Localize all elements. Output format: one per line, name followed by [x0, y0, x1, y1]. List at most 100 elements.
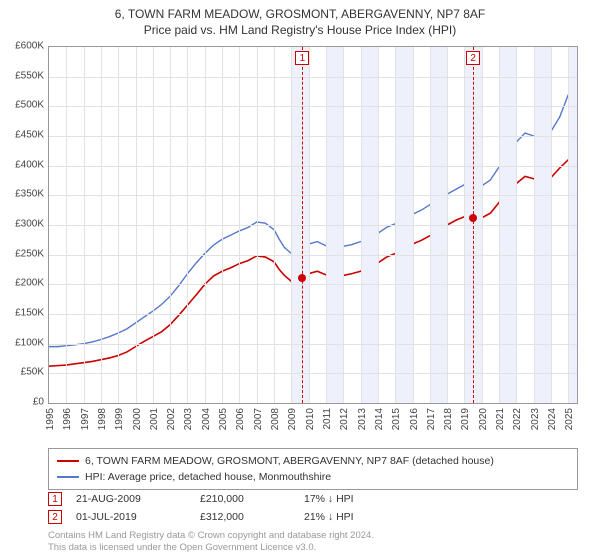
transaction-price: £312,000 [200, 511, 290, 523]
x-tick-label: 1999 [114, 408, 125, 430]
chart-container: 6, TOWN FARM MEADOW, GROSMONT, ABERGAVEN… [0, 0, 600, 560]
gridline-vertical [482, 47, 483, 403]
x-tick-label: 2018 [443, 408, 454, 430]
transaction-date: 21-AUG-2009 [76, 493, 186, 505]
x-tick-label: 2024 [547, 408, 558, 430]
gridline-vertical [430, 47, 431, 403]
license-line2: This data is licensed under the Open Gov… [48, 542, 316, 553]
gridline-horizontal [49, 255, 577, 256]
gridline-vertical [568, 47, 569, 403]
x-tick-label: 2017 [426, 408, 437, 430]
gridline-vertical [118, 47, 119, 403]
x-tick-label: 1995 [45, 408, 56, 430]
x-tick-label: 1996 [62, 408, 73, 430]
x-tick-label: 2009 [287, 408, 298, 430]
marker-badge-2: 2 [466, 51, 480, 65]
x-tick-label: 2000 [132, 408, 143, 430]
gridline-vertical [309, 47, 310, 403]
gridline-vertical [187, 47, 188, 403]
gridline-horizontal [49, 314, 577, 315]
x-tick-label: 2021 [495, 408, 506, 430]
x-tick-label: 2013 [357, 408, 368, 430]
gridline-horizontal [49, 225, 577, 226]
y-tick-label: £50K [0, 367, 44, 378]
legend: 6, TOWN FARM MEADOW, GROSMONT, ABERGAVEN… [48, 448, 578, 490]
gridline-vertical [534, 47, 535, 403]
legend-row: HPI: Average price, detached house, Monm… [57, 469, 569, 485]
license-text: Contains HM Land Registry data © Crown c… [48, 530, 578, 554]
y-tick-label: £350K [0, 189, 44, 200]
y-tick-label: £550K [0, 70, 44, 81]
gridline-vertical [222, 47, 223, 403]
gridline-vertical [274, 47, 275, 403]
gridline-horizontal [49, 106, 577, 107]
x-tick-label: 2007 [253, 408, 264, 430]
marker-line-1 [302, 47, 303, 403]
gridline-horizontal [49, 77, 577, 78]
x-tick-label: 2022 [512, 408, 523, 430]
plot-area: 12 [48, 46, 578, 404]
title-block: 6, TOWN FARM MEADOW, GROSMONT, ABERGAVEN… [0, 0, 600, 38]
x-tick-label: 2015 [391, 408, 402, 430]
x-tick-label: 2019 [460, 408, 471, 430]
y-tick-label: £450K [0, 130, 44, 141]
gridline-vertical [378, 47, 379, 403]
y-tick-label: £600K [0, 41, 44, 52]
legend-swatch [57, 460, 79, 462]
gridline-vertical [153, 47, 154, 403]
gridline-horizontal [49, 373, 577, 374]
transaction-price: £210,000 [200, 493, 290, 505]
x-tick-label: 2010 [305, 408, 316, 430]
legend-label: HPI: Average price, detached house, Monm… [85, 471, 331, 483]
x-tick-label: 2016 [409, 408, 420, 430]
transaction-date: 01-JUL-2019 [76, 511, 186, 523]
y-tick-label: £200K [0, 278, 44, 289]
gridline-vertical [464, 47, 465, 403]
gridline-vertical [395, 47, 396, 403]
license-line1: Contains HM Land Registry data © Crown c… [48, 530, 374, 541]
x-tick-label: 2011 [322, 408, 333, 430]
gridline-vertical [551, 47, 552, 403]
x-tick-label: 2006 [235, 408, 246, 430]
legend-swatch [57, 476, 79, 478]
y-tick-label: £150K [0, 308, 44, 319]
gridline-vertical [101, 47, 102, 403]
x-tick-label: 2014 [374, 408, 385, 430]
x-tick-label: 2001 [149, 408, 160, 430]
gridline-vertical [326, 47, 327, 403]
gridline-vertical [84, 47, 85, 403]
gridline-vertical [136, 47, 137, 403]
gridline-horizontal [49, 136, 577, 137]
marker-dot-2 [469, 214, 477, 222]
y-tick-label: £0 [0, 397, 44, 408]
title-line2: Price paid vs. HM Land Registry's House … [0, 22, 600, 38]
transaction-row: 2 01-JUL-2019 £312,000 21% ↓ HPI [48, 508, 578, 526]
transaction-hpi-delta: 21% ↓ HPI [304, 511, 394, 523]
marker-badge-1: 1 [295, 51, 309, 65]
gridline-vertical [361, 47, 362, 403]
transaction-badge: 1 [48, 492, 62, 506]
marker-dot-1 [298, 274, 306, 282]
transaction-rows: 1 21-AUG-2009 £210,000 17% ↓ HPI 2 01-JUL-201… [48, 490, 578, 526]
transaction-hpi-delta: 17% ↓ HPI [304, 493, 394, 505]
x-tick-label: 2020 [478, 408, 489, 430]
marker-line-2 [473, 47, 474, 403]
x-tick-label: 2005 [218, 408, 229, 430]
y-tick-label: £500K [0, 100, 44, 111]
y-tick-label: £300K [0, 219, 44, 230]
gridline-horizontal [49, 195, 577, 196]
x-tick-label: 1997 [80, 408, 91, 430]
transaction-badge: 2 [48, 510, 62, 524]
x-tick-label: 2004 [201, 408, 212, 430]
gridline-horizontal [49, 166, 577, 167]
gridline-vertical [291, 47, 292, 403]
x-tick-label: 2003 [183, 408, 194, 430]
legend-row: 6, TOWN FARM MEADOW, GROSMONT, ABERGAVEN… [57, 453, 569, 469]
y-tick-label: £400K [0, 159, 44, 170]
gridline-vertical [170, 47, 171, 403]
gridline-vertical [343, 47, 344, 403]
gridline-vertical [413, 47, 414, 403]
x-tick-label: 2023 [530, 408, 541, 430]
gridline-horizontal [49, 344, 577, 345]
legend-label: 6, TOWN FARM MEADOW, GROSMONT, ABERGAVEN… [85, 455, 494, 467]
